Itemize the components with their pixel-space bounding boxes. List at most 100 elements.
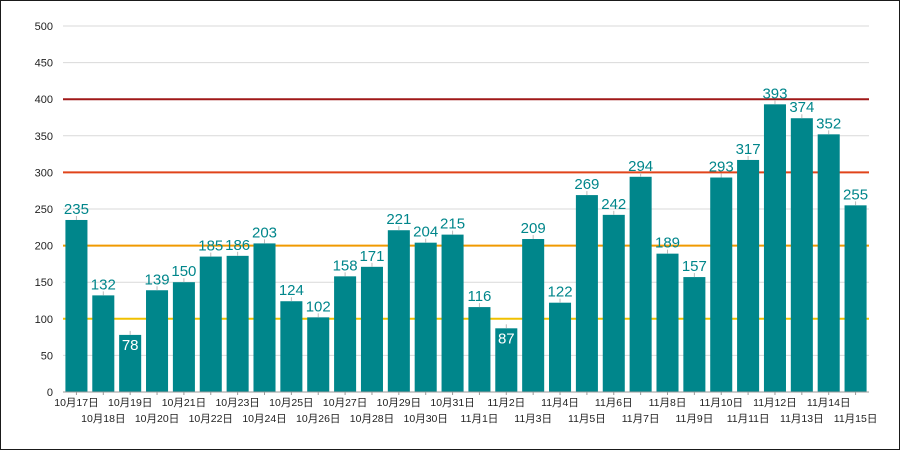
bar [360,266,383,392]
bar [602,214,625,392]
bar [92,295,115,392]
x-tick-label: 10月27日 [323,397,367,409]
x-tick-label: 10月19日 [108,397,152,409]
x-tick-label: 10月26日 [296,413,340,425]
bar [683,277,706,392]
bar [844,205,867,392]
x-tick-label: 11月3日 [514,413,552,425]
x-tick-label: 10月23日 [215,397,259,409]
data-label: 393 [762,85,787,102]
y-tick-label: 150 [35,277,53,289]
data-label: 158 [333,257,358,274]
bar [172,282,195,392]
data-label: 116 [467,288,491,305]
x-axis-ticks: 10月17日 10月18日 10月19日 10月20日 10月21日 10月22日 10月2… [54,392,877,425]
y-tick-label: 250 [35,204,53,216]
reference-lines [63,98,869,320]
x-tick-label: 11月14日 [807,397,851,409]
bar [65,219,88,392]
bar [414,242,437,392]
data-label: 204 [413,224,438,241]
data-label: 186 [225,237,250,254]
bar [253,243,276,392]
y-tick-label: 100 [35,314,53,326]
data-label: 102 [306,298,331,315]
data-label: 124 [279,282,304,299]
x-tick-label: 10月20日 [135,413,179,425]
x-tick-label: 11月6日 [595,397,633,409]
x-tick-label: 11月8日 [649,397,687,409]
y-tick-label: 450 [35,58,53,70]
data-label: 122 [548,284,573,301]
x-tick-label: 11月1日 [461,413,499,425]
y-axis-ticks: 0 50 100 150 200 250 300 350 400 450 500 [35,21,53,399]
bar [522,239,545,392]
x-tick-label: 10月29日 [377,397,421,409]
data-label: 171 [359,248,384,265]
x-tick-label: 11月12日 [753,397,797,409]
bar [629,176,652,392]
y-tick-label: 400 [35,94,53,106]
bar [334,276,357,392]
y-tick-label: 350 [35,131,53,143]
bar [575,195,598,392]
bar [763,104,786,392]
x-tick-label: 11月5日 [568,413,606,425]
data-label: 235 [64,201,89,218]
bar [468,307,491,392]
data-label: 157 [682,258,707,275]
x-tick-label: 11月9日 [675,413,713,425]
data-label: 242 [601,196,626,213]
x-tick-label: 10月30日 [404,413,448,425]
x-tick-label: 11月4日 [541,397,579,409]
bar [280,301,303,392]
data-label: 189 [655,235,680,252]
bar [441,234,464,392]
data-label: 293 [709,159,734,176]
x-tick-label: 10月17日 [54,397,98,409]
y-tick-label: 200 [35,241,53,253]
x-tick-label: 10月21日 [162,397,206,409]
y-tick-label: 500 [35,21,53,33]
x-tick-label: 10月18日 [81,413,125,425]
data-label: 374 [789,99,814,116]
data-label: 269 [574,176,599,193]
data-label: 352 [816,115,841,132]
bars [65,104,867,393]
x-tick-label: 10月28日 [350,413,394,425]
bar [790,118,813,393]
y-tick-label: 300 [35,167,53,179]
data-label: 139 [145,271,170,288]
x-tick-label: 10月25日 [269,397,313,409]
bar [710,177,733,392]
bar [737,159,760,392]
x-tick-label: 11月10日 [699,397,743,409]
bar [656,253,679,392]
data-label: 209 [521,220,546,237]
bar [199,256,222,392]
bar [817,134,840,392]
data-label: 87 [498,330,515,347]
x-tick-label: 11月2日 [487,397,525,409]
data-label: 132 [91,276,116,293]
y-tick-label: 0 [47,387,53,399]
bar [387,230,410,392]
bar [119,334,142,392]
x-tick-label: 11月11日 [727,413,770,425]
data-label: 185 [198,238,223,255]
y-tick-label: 50 [41,350,53,362]
data-label: 294 [628,158,653,175]
bar [549,302,572,392]
data-label: 317 [736,141,761,158]
x-tick-label: 11月13日 [780,413,824,425]
bar [307,317,330,392]
data-label: 255 [843,186,868,203]
x-tick-label: 10月24日 [242,413,286,425]
x-tick-label: 10月31日 [430,397,474,409]
data-label: 150 [171,263,196,280]
data-label: 221 [386,211,411,228]
x-tick-label: 10月22日 [189,413,233,425]
